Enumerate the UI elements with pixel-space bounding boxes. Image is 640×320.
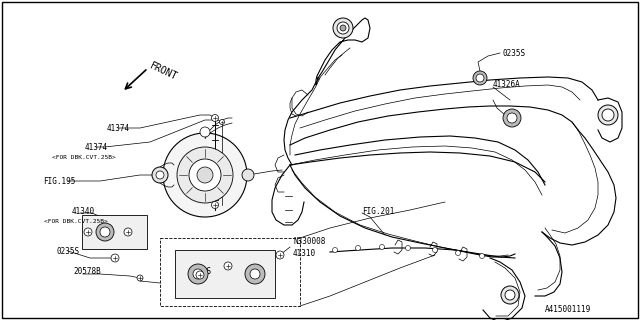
Text: 41340: 41340 <box>72 206 95 215</box>
Circle shape <box>501 286 519 304</box>
Circle shape <box>602 109 614 121</box>
Circle shape <box>355 245 360 251</box>
Circle shape <box>111 254 119 262</box>
Circle shape <box>197 167 213 183</box>
Circle shape <box>200 127 210 137</box>
Circle shape <box>507 113 517 123</box>
Text: 0235S: 0235S <box>502 49 525 58</box>
Text: A415001119: A415001119 <box>545 306 591 315</box>
Text: FIG.201: FIG.201 <box>362 206 394 215</box>
Circle shape <box>163 133 247 217</box>
Circle shape <box>193 269 203 279</box>
Text: FIG.195: FIG.195 <box>43 177 76 186</box>
Circle shape <box>152 167 168 183</box>
Circle shape <box>333 18 353 38</box>
Circle shape <box>100 227 110 237</box>
Text: 41326A: 41326A <box>493 79 521 89</box>
Circle shape <box>245 264 265 284</box>
Circle shape <box>211 115 218 122</box>
Circle shape <box>250 269 260 279</box>
Circle shape <box>211 202 218 209</box>
Circle shape <box>224 262 232 270</box>
Circle shape <box>505 290 515 300</box>
Text: <FOR DBK.CVT.25B>: <FOR DBK.CVT.25B> <box>52 155 116 159</box>
Circle shape <box>177 147 233 203</box>
Text: FRONT: FRONT <box>148 60 179 82</box>
Circle shape <box>340 25 346 31</box>
Circle shape <box>479 253 484 259</box>
Circle shape <box>220 119 225 124</box>
Circle shape <box>124 228 132 236</box>
Circle shape <box>333 247 337 252</box>
Circle shape <box>137 275 143 281</box>
Circle shape <box>473 71 487 85</box>
Circle shape <box>96 223 114 241</box>
Bar <box>175 250 275 298</box>
Text: N330008: N330008 <box>293 236 325 245</box>
Circle shape <box>380 244 385 250</box>
Circle shape <box>598 105 618 125</box>
Text: 41310: 41310 <box>293 250 316 259</box>
Circle shape <box>196 271 204 279</box>
Circle shape <box>476 74 484 82</box>
Circle shape <box>433 247 438 252</box>
Circle shape <box>276 251 284 259</box>
Text: 20578B: 20578B <box>73 268 100 276</box>
Circle shape <box>337 22 349 34</box>
Circle shape <box>242 169 254 181</box>
Text: 41374: 41374 <box>107 124 130 132</box>
Circle shape <box>456 251 461 255</box>
Circle shape <box>189 159 221 191</box>
Circle shape <box>406 245 410 251</box>
Circle shape <box>84 228 92 236</box>
Bar <box>82 215 147 249</box>
Text: <FOR DBK.CVT.25B>: <FOR DBK.CVT.25B> <box>44 219 108 223</box>
Circle shape <box>503 109 521 127</box>
Circle shape <box>156 171 164 179</box>
Text: 0235S: 0235S <box>188 268 211 276</box>
Text: 41374: 41374 <box>85 142 108 151</box>
Text: 0235S: 0235S <box>56 246 79 255</box>
Bar <box>160 238 300 306</box>
Circle shape <box>188 264 208 284</box>
